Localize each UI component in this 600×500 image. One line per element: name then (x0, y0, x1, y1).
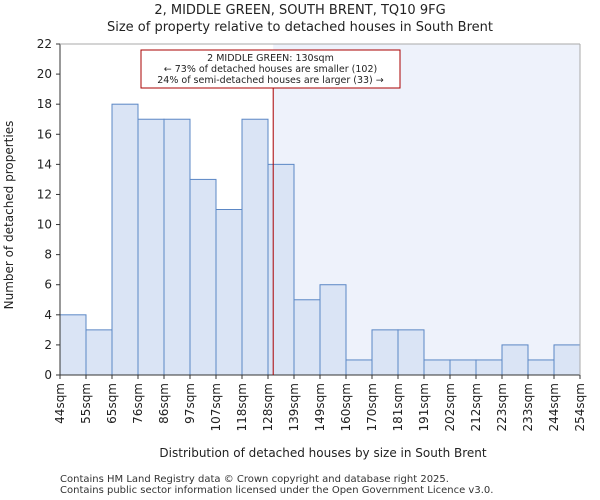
bar (267, 163, 295, 376)
bar (59, 314, 87, 376)
y-tick-label: 0 (44, 368, 52, 382)
y-tick-label: 10 (37, 218, 52, 232)
x-tick-label: 139sqm (287, 383, 301, 431)
chart-title-address: 2, MIDDLE GREEN, SOUTH BRENT, TQ10 9FG (154, 3, 446, 18)
x-tick-label: 44sqm (53, 383, 67, 424)
bar (137, 118, 165, 376)
x-tick-label: 254sqm (573, 383, 587, 431)
x-tick-label: 160sqm (339, 383, 353, 431)
footer-copyright: Contains HM Land Registry data © Crown c… (60, 474, 449, 485)
y-tick-label: 8 (44, 248, 52, 262)
x-tick-label: 65sqm (105, 383, 119, 424)
y-tick-label: 18 (37, 97, 52, 111)
y-tick-label: 12 (37, 187, 52, 201)
bar (293, 299, 321, 376)
x-tick-label: 55sqm (79, 383, 93, 424)
y-tick-label: 2 (44, 338, 52, 352)
y-tick-label: 14 (37, 157, 52, 171)
x-tick-label: 202sqm (443, 383, 457, 431)
x-tick-label: 149sqm (313, 383, 327, 431)
y-tick-label: 16 (37, 127, 52, 141)
x-tick-label: 223sqm (495, 383, 509, 431)
bar (449, 359, 477, 376)
bar (527, 359, 555, 376)
annotation-larger: 24% of semi-detached houses are larger (… (157, 75, 384, 86)
annotation-smaller: ← 73% of detached houses are smaller (10… (164, 64, 377, 75)
y-tick-label: 22 (37, 37, 52, 51)
bar (345, 359, 373, 376)
chart-title: Size of property relative to detached ho… (106, 20, 493, 35)
x-tick-label: 86sqm (157, 383, 171, 424)
x-axis-label: Distribution of detached houses by size … (159, 446, 486, 460)
bar (553, 344, 581, 376)
bar (111, 103, 139, 376)
bar (85, 329, 113, 376)
y-tick-label: 6 (44, 278, 52, 292)
bar (241, 118, 269, 376)
x-tick-label: 97sqm (183, 383, 197, 424)
annotation-box (140, 49, 401, 89)
x-tick-label: 181sqm (391, 383, 405, 431)
x-tick-label: 118sqm (235, 383, 249, 431)
bar (189, 178, 217, 376)
x-tick-label: 212sqm (469, 383, 483, 431)
bar (501, 344, 529, 376)
x-tick-label: 76sqm (131, 383, 145, 424)
bar (163, 118, 191, 376)
x-tick-label: 233sqm (521, 383, 535, 431)
annotation-title: 2 MIDDLE GREEN: 130sqm (207, 53, 334, 64)
x-tick-label: 244sqm (547, 383, 561, 431)
footer-licence: Contains public sector information licen… (60, 485, 494, 496)
bar (475, 359, 503, 376)
bar (397, 329, 425, 376)
bar (423, 359, 451, 376)
y-axis-label: Number of detached properties (2, 121, 16, 310)
x-tick-label: 107sqm (209, 383, 223, 431)
y-tick-label: 4 (44, 308, 52, 322)
bar (215, 209, 243, 376)
x-tick-label: 128sqm (261, 383, 275, 431)
bar (371, 329, 399, 376)
y-tick-label: 20 (37, 67, 52, 81)
x-tick-label: 170sqm (365, 383, 379, 431)
bar (319, 284, 347, 376)
x-tick-label: 191sqm (417, 383, 431, 431)
